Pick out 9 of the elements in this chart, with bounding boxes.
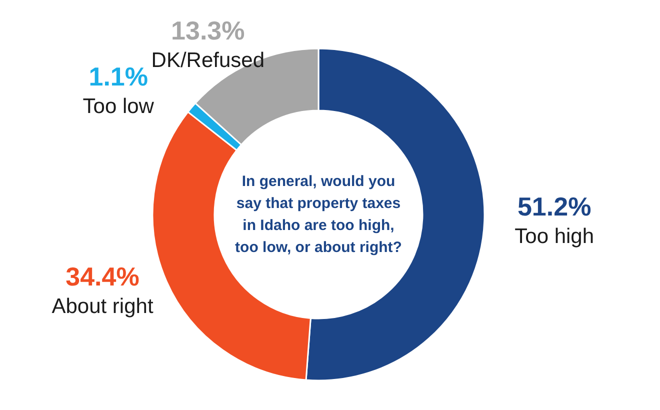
slice-label: About right [52,294,154,318]
slice-label: Too low [82,94,155,118]
data-label: 1.1% [88,61,148,92]
slice-label: Too high [514,225,594,248]
slice-label: DK/Refused [151,49,265,72]
data-label: 13.3% [171,16,245,46]
data-label: 34.4% [66,261,140,292]
data-label: 51.2% [517,192,592,222]
text: In general, would you say that property taxes in Idaho are too high, too low, or about right? [235,173,402,256]
